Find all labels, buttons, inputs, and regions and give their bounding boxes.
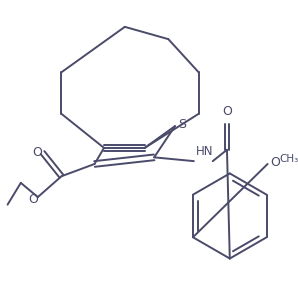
Text: O: O <box>28 193 38 206</box>
Text: O: O <box>271 156 280 168</box>
Text: CH₃: CH₃ <box>279 154 298 164</box>
Text: HN: HN <box>196 145 213 158</box>
Text: O: O <box>32 146 42 159</box>
Text: S: S <box>178 118 186 131</box>
Text: O: O <box>222 105 232 118</box>
